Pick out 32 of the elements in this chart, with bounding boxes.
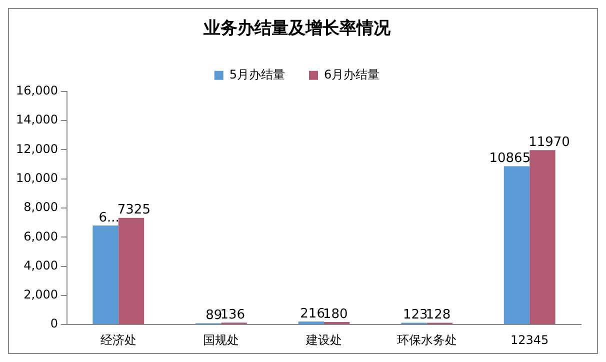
bar: [324, 322, 350, 324]
y-tick-label: 2,000: [24, 288, 58, 302]
chart-title: 业务办结量及增长率情况: [202, 18, 392, 39]
x-tick-label: 国规处: [203, 332, 240, 347]
legend-label: 6月办结量: [324, 68, 380, 82]
y-tick-label: 0: [50, 316, 58, 331]
data-label: 128: [426, 308, 451, 323]
bar: [530, 150, 556, 324]
x-tick-label: 环保水务处: [396, 332, 457, 347]
bar: [92, 225, 118, 324]
data-label: 123: [402, 308, 428, 323]
legend-label: 5月办结量: [229, 68, 286, 82]
data-label: 136: [220, 307, 246, 322]
bar: [118, 218, 144, 324]
data-label: 11970: [528, 135, 570, 150]
data-label: 89: [206, 308, 222, 324]
y-tick-label: 14,000: [16, 112, 58, 127]
y-tick-label: 8,000: [24, 200, 58, 214]
y-tick-label: 12,000: [16, 142, 58, 156]
data-label: 216: [300, 306, 325, 322]
data-label: 7325: [117, 202, 150, 218]
y-tick-label: 4,000: [24, 258, 58, 272]
bar: [298, 321, 324, 324]
x-tick-label: 经济处: [100, 332, 136, 347]
bar: [504, 166, 530, 324]
y-tick-label: 16,000: [16, 84, 58, 98]
x-tick-label: 12345: [510, 332, 549, 347]
y-tick-label: 10,000: [16, 170, 58, 185]
data-label: 6...: [98, 210, 120, 226]
x-tick-label: 建设处: [304, 332, 342, 347]
data-label: 10865: [489, 151, 531, 166]
y-tick-label: 6,000: [24, 229, 58, 244]
